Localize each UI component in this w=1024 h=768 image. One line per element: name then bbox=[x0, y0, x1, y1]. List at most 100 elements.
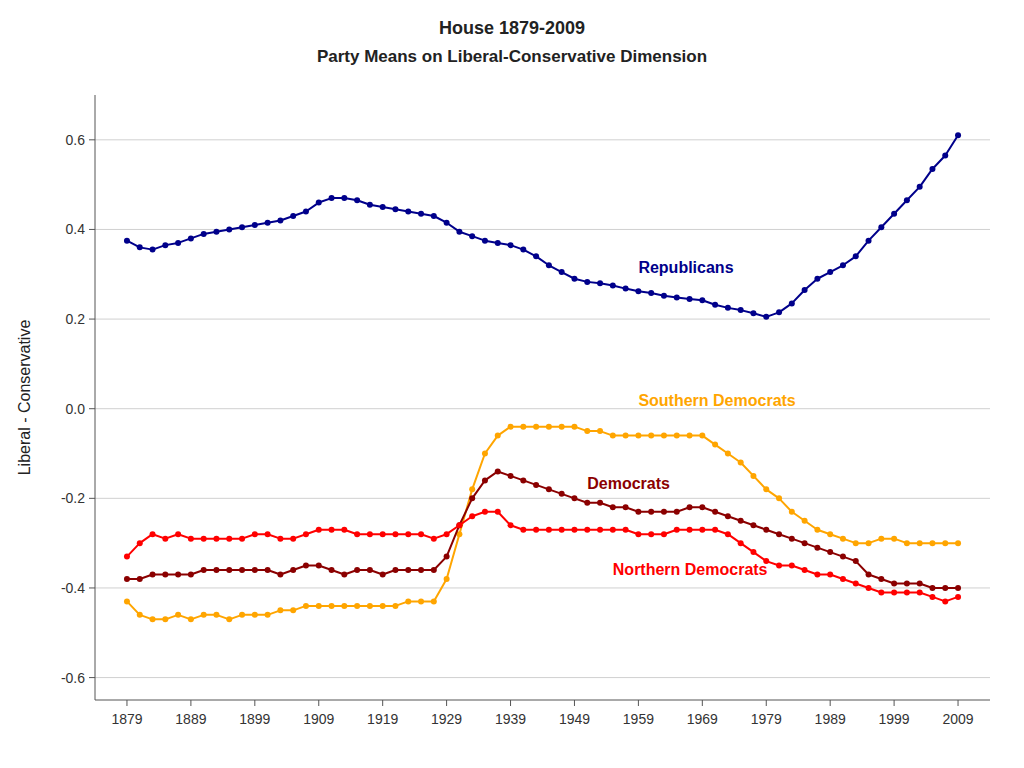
y-tick bbox=[89, 139, 95, 140]
series-point bbox=[482, 509, 488, 515]
series-point bbox=[725, 305, 731, 311]
x-tick-label: 1939 bbox=[495, 711, 526, 727]
series-line bbox=[127, 135, 958, 316]
series-point bbox=[827, 531, 833, 537]
series-point bbox=[840, 262, 846, 268]
series-point bbox=[725, 451, 731, 457]
series-point bbox=[482, 238, 488, 244]
series-point bbox=[674, 433, 680, 439]
series-point bbox=[431, 536, 437, 542]
series-point bbox=[137, 576, 143, 582]
series-point bbox=[584, 428, 590, 434]
x-tick-label: 1979 bbox=[751, 711, 782, 727]
series-point bbox=[776, 531, 782, 537]
grid-line bbox=[95, 408, 990, 409]
series-point bbox=[712, 302, 718, 308]
series-point bbox=[456, 229, 462, 235]
series-point bbox=[840, 576, 846, 582]
x-tick-label: 1899 bbox=[239, 711, 270, 727]
series-point bbox=[917, 589, 923, 595]
series-point bbox=[405, 598, 411, 604]
series-point bbox=[738, 518, 744, 524]
series-point bbox=[392, 567, 398, 573]
series-point bbox=[124, 238, 130, 244]
series-point bbox=[380, 531, 386, 537]
series-point bbox=[405, 209, 411, 215]
series-point bbox=[137, 612, 143, 618]
series-point bbox=[495, 433, 501, 439]
series-point bbox=[687, 527, 693, 533]
series-point bbox=[137, 540, 143, 546]
series-point bbox=[444, 554, 450, 560]
series-label: Republicans bbox=[638, 259, 733, 276]
series-point bbox=[571, 424, 577, 430]
series-point bbox=[802, 567, 808, 573]
series-point bbox=[687, 504, 693, 510]
series-point bbox=[188, 616, 194, 622]
series-point bbox=[635, 288, 641, 294]
x-tick-label: 1969 bbox=[687, 711, 718, 727]
series-point bbox=[316, 527, 322, 533]
series-point bbox=[392, 603, 398, 609]
series-point bbox=[814, 572, 820, 578]
y-tick-label: 0.0 bbox=[66, 401, 86, 417]
series-point bbox=[571, 276, 577, 282]
series-point bbox=[955, 585, 961, 591]
series-point bbox=[610, 504, 616, 510]
series-point bbox=[265, 612, 271, 618]
x-tick bbox=[958, 700, 959, 706]
series-point bbox=[213, 567, 219, 573]
series-point bbox=[738, 307, 744, 313]
series-point bbox=[776, 563, 782, 569]
x-tick-label: 2009 bbox=[942, 711, 973, 727]
series-point bbox=[252, 612, 258, 618]
series-point bbox=[827, 269, 833, 275]
x-tick-label: 1999 bbox=[879, 711, 910, 727]
series-point bbox=[789, 536, 795, 542]
series-point bbox=[290, 607, 296, 613]
series-point bbox=[239, 224, 245, 230]
series-point bbox=[648, 531, 654, 537]
series-point bbox=[213, 536, 219, 542]
series-point bbox=[418, 211, 424, 217]
series-point bbox=[699, 527, 705, 533]
series-point bbox=[597, 500, 603, 506]
series-point bbox=[175, 531, 181, 537]
series-point bbox=[508, 424, 514, 430]
series-point bbox=[674, 527, 680, 533]
x-tick bbox=[894, 700, 895, 706]
series-point bbox=[827, 572, 833, 578]
series-point bbox=[725, 513, 731, 519]
y-tick-label: -0.2 bbox=[61, 490, 85, 506]
series-point bbox=[802, 518, 808, 524]
series-point bbox=[303, 563, 309, 569]
series-point bbox=[431, 598, 437, 604]
series-point bbox=[623, 433, 629, 439]
series-point bbox=[648, 509, 654, 515]
x-axis-line bbox=[95, 700, 990, 701]
series-point bbox=[942, 585, 948, 591]
series-point bbox=[533, 253, 539, 259]
series-point bbox=[226, 226, 232, 232]
series-point bbox=[444, 220, 450, 226]
series-point bbox=[597, 527, 603, 533]
series-point bbox=[674, 295, 680, 301]
x-tick-label: 1919 bbox=[367, 711, 398, 727]
series-point bbox=[418, 531, 424, 537]
y-axis-line bbox=[95, 95, 96, 700]
series-point bbox=[188, 235, 194, 241]
series-point bbox=[763, 486, 769, 492]
series-point bbox=[444, 531, 450, 537]
series-point bbox=[546, 424, 552, 430]
x-tick bbox=[702, 700, 703, 706]
series-point bbox=[162, 242, 168, 248]
series-point bbox=[188, 536, 194, 542]
series-point bbox=[482, 451, 488, 457]
x-tick bbox=[126, 700, 127, 706]
series-label: Northern Democrats bbox=[613, 561, 768, 578]
series-point bbox=[687, 433, 693, 439]
series-point bbox=[866, 572, 872, 578]
series-point bbox=[508, 522, 514, 528]
series-point bbox=[891, 589, 897, 595]
series-line bbox=[127, 512, 958, 602]
